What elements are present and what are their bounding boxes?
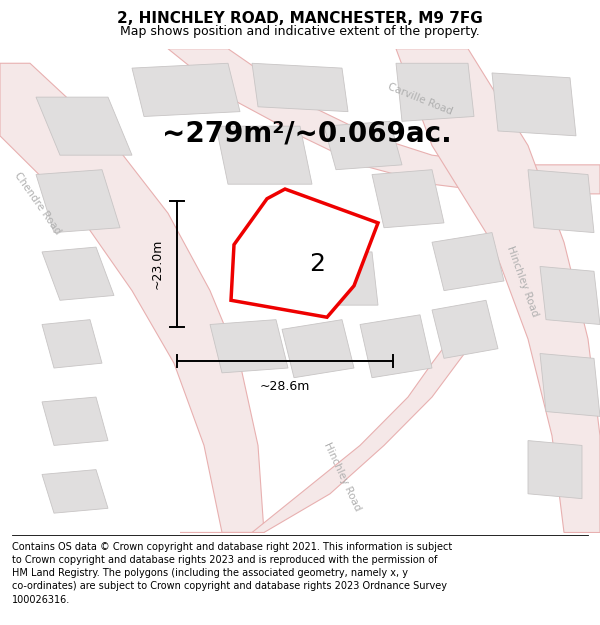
Polygon shape: [492, 73, 576, 136]
Text: ~28.6m: ~28.6m: [260, 380, 310, 393]
Polygon shape: [528, 169, 594, 232]
Polygon shape: [132, 63, 240, 116]
Polygon shape: [432, 232, 504, 291]
Text: Map shows position and indicative extent of the property.: Map shows position and indicative extent…: [120, 25, 480, 38]
Text: Contains OS data © Crown copyright and database right 2021. This information is : Contains OS data © Crown copyright and d…: [12, 542, 452, 604]
Text: 2: 2: [309, 252, 325, 276]
Polygon shape: [282, 319, 354, 378]
Polygon shape: [210, 319, 288, 373]
Polygon shape: [42, 397, 108, 446]
Polygon shape: [36, 169, 120, 232]
Text: Carville Road: Carville Road: [386, 82, 454, 117]
Polygon shape: [42, 247, 114, 300]
Polygon shape: [252, 63, 348, 112]
Polygon shape: [540, 354, 600, 416]
Polygon shape: [42, 319, 102, 368]
Polygon shape: [396, 49, 600, 532]
Polygon shape: [372, 169, 444, 228]
Text: Hinchley Road: Hinchley Road: [322, 441, 362, 512]
Polygon shape: [360, 315, 432, 378]
Polygon shape: [432, 300, 498, 358]
Polygon shape: [42, 469, 108, 513]
Polygon shape: [216, 126, 312, 184]
Text: Chendre Road: Chendre Road: [12, 171, 62, 236]
Polygon shape: [288, 252, 378, 305]
Polygon shape: [231, 189, 378, 318]
Polygon shape: [0, 63, 264, 532]
Polygon shape: [540, 266, 600, 324]
Text: 2, HINCHLEY ROAD, MANCHESTER, M9 7FG: 2, HINCHLEY ROAD, MANCHESTER, M9 7FG: [117, 11, 483, 26]
Text: ~23.0m: ~23.0m: [151, 239, 164, 289]
Polygon shape: [180, 315, 468, 532]
Polygon shape: [168, 49, 600, 194]
Text: ~279m²/~0.069ac.: ~279m²/~0.069ac.: [162, 119, 452, 148]
Polygon shape: [528, 441, 582, 499]
Text: Hinchley Road: Hinchley Road: [505, 244, 539, 318]
Polygon shape: [36, 97, 132, 155]
Polygon shape: [396, 63, 474, 121]
Polygon shape: [324, 121, 402, 169]
